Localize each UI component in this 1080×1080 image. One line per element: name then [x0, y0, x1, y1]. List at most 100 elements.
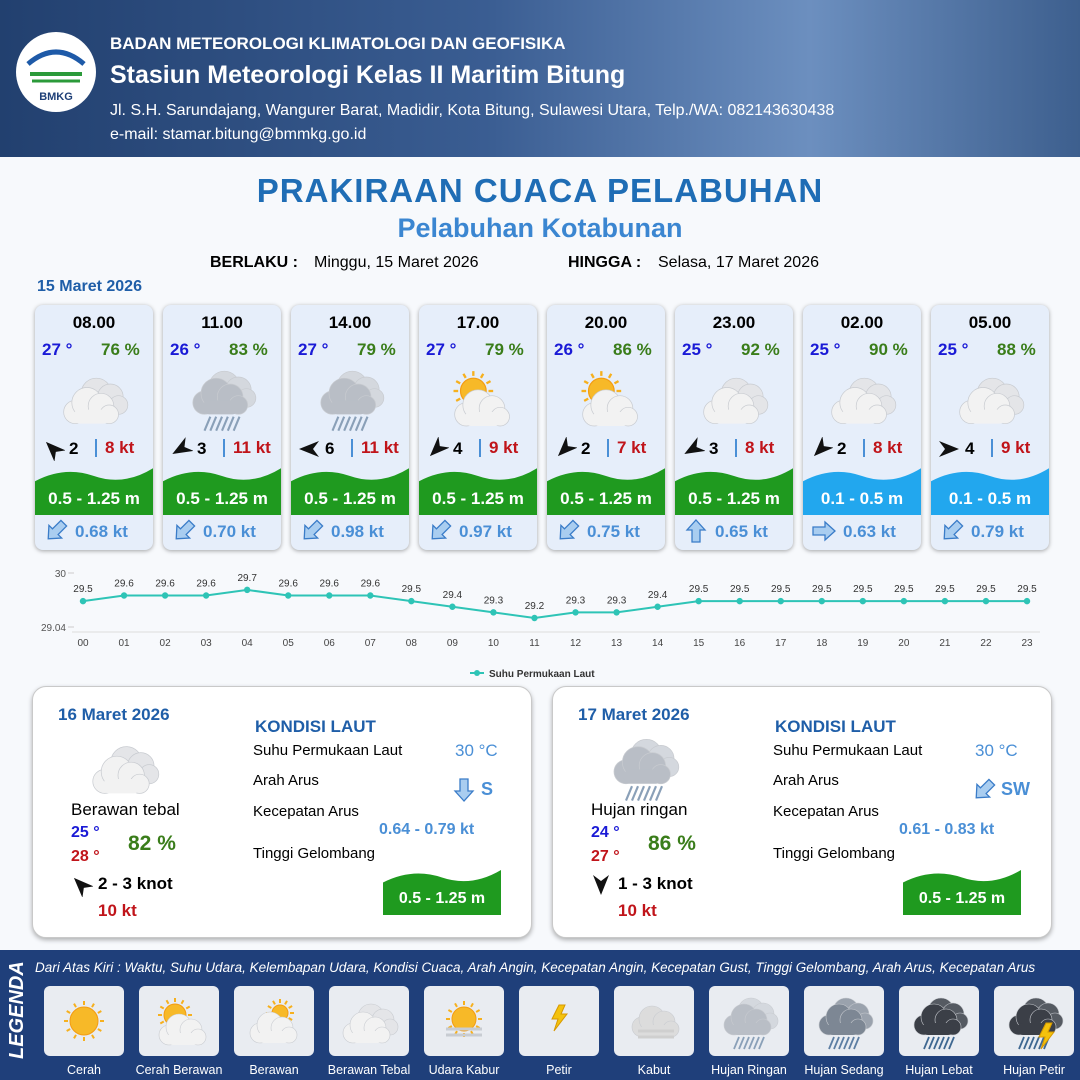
- slot-time: 08.00: [72, 313, 116, 332]
- rain: [1038, 1036, 1045, 1050]
- x-tick-label: 00: [77, 638, 89, 649]
- current-arrow-shape: [812, 520, 836, 542]
- cloud-base: [73, 409, 111, 424]
- current-arrow: [175, 519, 196, 540]
- day1-date: 15 Maret 2026: [37, 278, 142, 295]
- sst-point: [161, 592, 169, 599]
- wave: [419, 468, 537, 515]
- sst-point: [654, 603, 661, 610]
- sun-ray: [97, 1028, 102, 1032]
- current-arrow-shape: [431, 519, 452, 540]
- y-tick-label: 30: [55, 569, 67, 580]
- wave-height: 0.5 - 1.25 m: [918, 890, 1006, 907]
- rain: [349, 416, 357, 432]
- gust: 10 kt: [98, 901, 137, 920]
- day-date: 16 Maret 2026: [58, 705, 170, 724]
- current-speed: 0.64 - 0.79 kt: [379, 821, 475, 838]
- current-speed: 0.63 kt: [843, 522, 896, 541]
- sun-ray: [91, 1003, 95, 1008]
- sea-label: Tinggi Gelombang: [253, 845, 376, 862]
- sun: [69, 1006, 99, 1036]
- sun-ray: [66, 1010, 71, 1014]
- x-tick-label: 22: [980, 638, 992, 649]
- wave-shape: [931, 468, 1049, 515]
- wave: [383, 870, 501, 915]
- rain: [1023, 1036, 1030, 1050]
- sst-point: [202, 592, 210, 599]
- current-arrow: [303, 519, 324, 540]
- sun-ray: [447, 1009, 453, 1013]
- sst-chart: 29.04 30 00 01 02 03 04 05 06 07 08 09 10 11 12 13 14 15 1…: [41, 569, 1040, 680]
- sst-value-label: 29.5: [935, 584, 955, 595]
- wind-speed: 2: [581, 439, 591, 458]
- slot-card: 08.00 27 ° 76 % 2 8 kt 0.5 - 1.25 m 0.68 kt: [35, 305, 153, 550]
- legend-item-label: Hujan Ringan: [711, 1063, 787, 1077]
- cloud-base: [841, 409, 879, 424]
- condition: Berawan tebal: [71, 800, 180, 819]
- sun-ray: [590, 373, 595, 379]
- sst-value-label: 29.5: [73, 584, 93, 595]
- day-date: 17 Maret 2026: [578, 705, 690, 724]
- x-tick-label: 23: [1021, 638, 1033, 649]
- sst-value-label: 29.6: [320, 579, 340, 590]
- rain: [853, 1036, 860, 1050]
- sst-value-label: 29.5: [402, 584, 422, 595]
- legend-icon-box: [234, 986, 314, 1056]
- wind-speed: 2: [69, 439, 79, 458]
- slot-temp: 27 °: [42, 340, 73, 359]
- current-speed: 0.61 - 0.83 kt: [899, 821, 995, 838]
- sun-ray: [455, 380, 461, 385]
- sst-value-label: 29.6: [114, 579, 134, 590]
- sun-ray: [97, 1010, 102, 1014]
- current-arrow: [453, 778, 475, 802]
- email: e-mail: stamar.bitung@bmmkg.go.id: [110, 126, 367, 143]
- sst-value-label: 29.5: [812, 584, 832, 595]
- current-arrow: [559, 519, 580, 540]
- rain: [637, 785, 645, 802]
- cloud-base: [922, 1023, 954, 1035]
- rain: [331, 416, 340, 432]
- wind-arrow: [45, 441, 65, 461]
- cloud-base: [102, 779, 141, 794]
- rain: [928, 1036, 935, 1050]
- sea-heading: KONDISI LAUT: [255, 717, 376, 736]
- wave-shape: [903, 870, 1021, 915]
- rain: [828, 1036, 835, 1050]
- temp-max: 28 °: [71, 848, 100, 865]
- slot-humidity: 83 %: [229, 340, 268, 359]
- legend-icon-box: [994, 986, 1074, 1056]
- header: BMKG BADAN METEOROLOGI KLIMATOLOGI DAN G…: [0, 0, 1080, 157]
- sst-value-label: 29.3: [566, 595, 586, 606]
- gust: 11 kt: [351, 439, 399, 457]
- wave-shape: [291, 468, 409, 515]
- sst-point: [243, 586, 251, 594]
- rain: [933, 1036, 940, 1050]
- current-arrow-shape: [303, 519, 324, 540]
- sea-label: Arah Arus: [773, 772, 839, 789]
- sst-point: [982, 597, 990, 605]
- sun-ray: [66, 1028, 71, 1032]
- rain: [843, 1036, 850, 1050]
- slot-time: 20.00: [584, 313, 628, 332]
- legend-icon: [723, 997, 779, 1050]
- sun-ray: [485, 380, 492, 385]
- sst-value-label: 29.5: [689, 584, 709, 595]
- x-tick-label: 06: [324, 638, 336, 649]
- wind-arrow-head: [939, 441, 959, 457]
- legend-icon: [631, 1005, 680, 1039]
- legend-icon: [342, 1003, 399, 1044]
- condition: Hujan ringan: [591, 800, 688, 819]
- wind-arrow: [73, 877, 93, 897]
- x-tick-label: 09: [447, 638, 459, 649]
- slot-card: 23.00 25 ° 92 % 3 8 kt 0.5 - 1.25 m 0.65 kt: [675, 305, 793, 550]
- weather-icon: [581, 371, 638, 427]
- sst-point: [449, 603, 456, 610]
- legend-item-label: Hujan Lebat: [905, 1063, 973, 1077]
- temp-max: 27 °: [591, 848, 620, 865]
- y-tick-label: 29.04: [41, 623, 66, 634]
- wave: [547, 468, 665, 515]
- sst-value-label: 29.3: [607, 595, 627, 606]
- current-speed: 0.98 kt: [331, 522, 384, 541]
- rain: [221, 416, 229, 432]
